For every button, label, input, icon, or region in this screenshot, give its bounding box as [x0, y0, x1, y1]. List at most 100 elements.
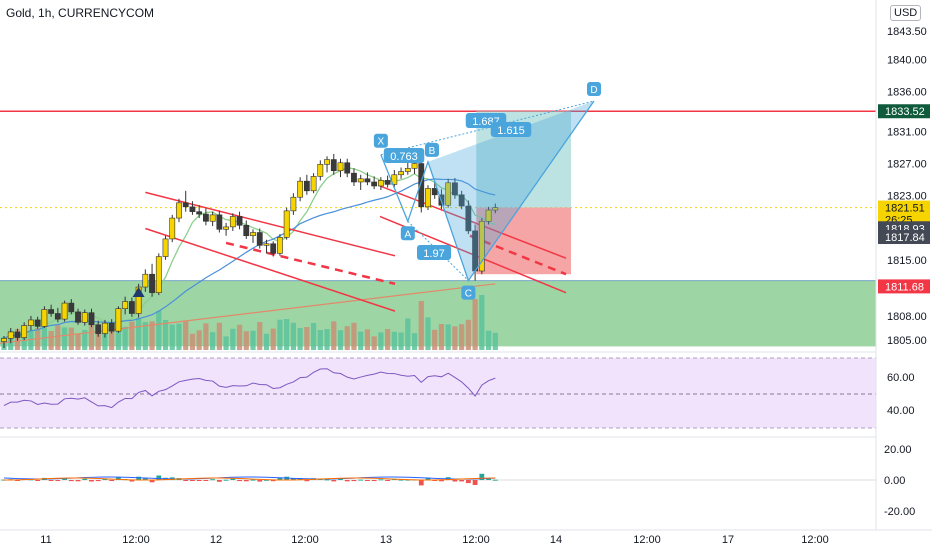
- volume-bar: [122, 326, 128, 350]
- macd-histogram-bar: [15, 480, 20, 481]
- volume-bar: [136, 317, 142, 350]
- price-tick-label: 1808.00: [887, 311, 927, 323]
- volume-bar: [230, 328, 236, 350]
- candle-body: [1, 338, 7, 342]
- candle-body: [75, 311, 81, 323]
- candle-body: [377, 180, 384, 187]
- candle-body: [68, 302, 75, 313]
- volume-bar: [284, 319, 290, 350]
- volume-bar: [196, 330, 202, 350]
- volume-bar: [169, 324, 175, 350]
- macd-histogram-bar: [277, 478, 283, 480]
- volume-bar: [21, 331, 27, 350]
- pattern-point-a: A: [400, 226, 415, 241]
- pattern-triangle-bcd: [427, 100, 594, 281]
- volume-bar: [88, 324, 95, 350]
- pattern-ratio-label: 0.763: [383, 148, 425, 163]
- candle-body: [324, 159, 330, 165]
- macd-histogram-bar: [237, 480, 242, 482]
- currency-selector[interactable]: USD: [890, 5, 922, 21]
- candle-body: [478, 220, 485, 272]
- macd-histogram-bar: [472, 480, 478, 485]
- candle-body: [303, 180, 310, 192]
- macd-histogram-bar: [243, 480, 249, 482]
- time-tick-label: 13: [380, 534, 392, 546]
- candle-body: [223, 226, 229, 230]
- volume-bar: [55, 325, 61, 350]
- channel-1-lower: [145, 227, 396, 312]
- candle-body: [465, 205, 472, 232]
- macd-histogram-bar: [331, 480, 337, 482]
- macd-histogram-bar: [371, 480, 377, 481]
- candle-body: [88, 312, 95, 326]
- candle-body: [310, 176, 317, 192]
- volume-bar: [418, 301, 424, 350]
- candle-body: [41, 309, 48, 327]
- pattern-point-d: D: [587, 81, 601, 96]
- candle-body: [81, 312, 88, 323]
- macd-histogram-bar: [210, 479, 216, 481]
- svg-text:A: A: [404, 229, 411, 240]
- volume-bar: [304, 327, 310, 350]
- price-tick-label: 1840.00: [887, 54, 927, 66]
- volume-bar: [391, 331, 397, 350]
- volume-bar: [432, 329, 438, 350]
- volume-bar: [223, 336, 229, 350]
- volume-bar: [156, 310, 162, 350]
- macd-histogram-bar: [439, 480, 444, 482]
- volume-bar: [95, 333, 101, 350]
- candle-body: [391, 174, 398, 185]
- macd-histogram-bar: [351, 480, 357, 482]
- macd-histogram-bar: [116, 477, 121, 480]
- rsi-line: [3, 368, 496, 409]
- volume-bar: [452, 326, 458, 350]
- macd-histogram-bar: [203, 480, 209, 481]
- candle-body: [277, 237, 283, 254]
- macd-histogram-bar: [196, 480, 202, 481]
- candle-body: [203, 213, 209, 222]
- candle-body: [404, 168, 411, 172]
- volume-bar: [41, 327, 47, 350]
- candle-body: [270, 243, 277, 254]
- volume-bar: [162, 320, 169, 350]
- candle-body: [492, 207, 499, 211]
- svg-text:X: X: [378, 137, 385, 148]
- volume-bar: [317, 330, 323, 350]
- candlestick-series: [1, 149, 499, 348]
- volume-bar: [425, 317, 431, 350]
- candle-body: [115, 308, 122, 332]
- candle-body: [344, 162, 351, 174]
- macd-histogram-bar: [250, 479, 256, 481]
- svg-text:1821.51: 1821.51: [885, 203, 925, 215]
- volume-bar: [183, 321, 189, 350]
- rsi-tick-label: 40.00: [887, 405, 915, 417]
- macd-histogram-bar: [89, 480, 94, 482]
- svg-text:1811.68: 1811.68: [885, 281, 924, 293]
- volume-bar: [378, 332, 384, 350]
- candle-body: [169, 217, 176, 240]
- price-tag: 1833.52: [878, 104, 930, 119]
- ma-long: [0, 283, 496, 344]
- candle-body: [176, 202, 182, 219]
- candle-body: [250, 232, 256, 237]
- volume-bar: [358, 331, 364, 350]
- channel-2-upper: [379, 185, 567, 259]
- volume-bar: [310, 323, 317, 350]
- price-tag: 1811.68: [878, 279, 930, 294]
- volume-bar: [236, 324, 243, 350]
- volume-bar: [297, 328, 303, 350]
- svg-text:C: C: [465, 289, 472, 300]
- macd-histogram-bar: [398, 479, 404, 481]
- volume-bar: [48, 331, 54, 350]
- macd-histogram-bar: [95, 480, 101, 482]
- candle-body: [95, 324, 102, 334]
- candle-body: [102, 322, 108, 334]
- price-tick-label: 1843.50: [887, 26, 927, 38]
- volume-bar: [479, 295, 485, 350]
- macd-histogram-bar: [432, 480, 438, 481]
- macd-histogram-bar: [465, 480, 471, 484]
- price-tick-label: 1805.00: [887, 335, 927, 347]
- candle-body: [317, 164, 324, 177]
- svg-text:1817.84: 1817.84: [885, 232, 925, 244]
